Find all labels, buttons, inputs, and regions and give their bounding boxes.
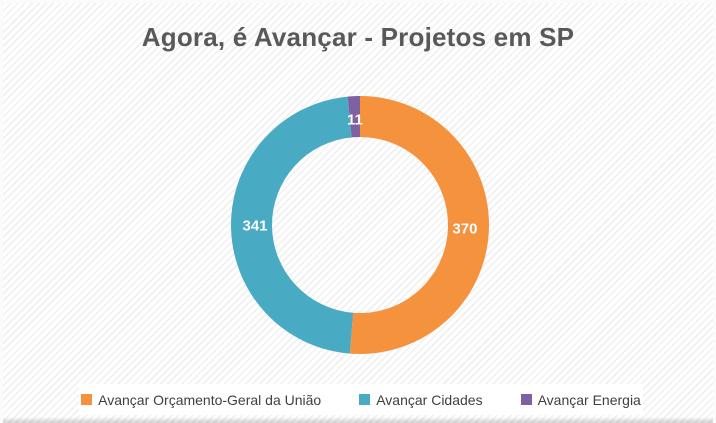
legend-swatch-icon (520, 394, 532, 405)
legend-swatch-icon (359, 394, 371, 405)
donut-chart: 370 341 11 (231, 96, 490, 354)
legend-swatch-icon (81, 394, 93, 405)
legend-label: Avançar Energia (537, 391, 641, 408)
donut-segment-3[interactable] (347, 96, 360, 138)
legend: Avançar Orçamento-Geral da União Avançar … (79, 384, 643, 415)
chart-title: Agora, é Avançar - Projetos em SP (141, 22, 575, 52)
donut-data-label-1: 370 (452, 221, 477, 238)
legend-label: Avançar Cidades (376, 391, 483, 408)
legend-label: Avançar Orçamento-Geral da União (98, 391, 322, 408)
donut-segment-2[interactable] (231, 96, 354, 354)
donut-segment-1[interactable] (349, 96, 490, 354)
legend-item-1[interactable]: Avançar Orçamento-Geral da União (81, 392, 321, 408)
donut-data-label-3: 11 (347, 112, 363, 129)
donut-data-label-2: 341 (242, 217, 267, 234)
legend-item-3[interactable]: Avançar Energia (520, 391, 641, 408)
legend-item-2[interactable]: Avançar Cidades (359, 391, 483, 408)
